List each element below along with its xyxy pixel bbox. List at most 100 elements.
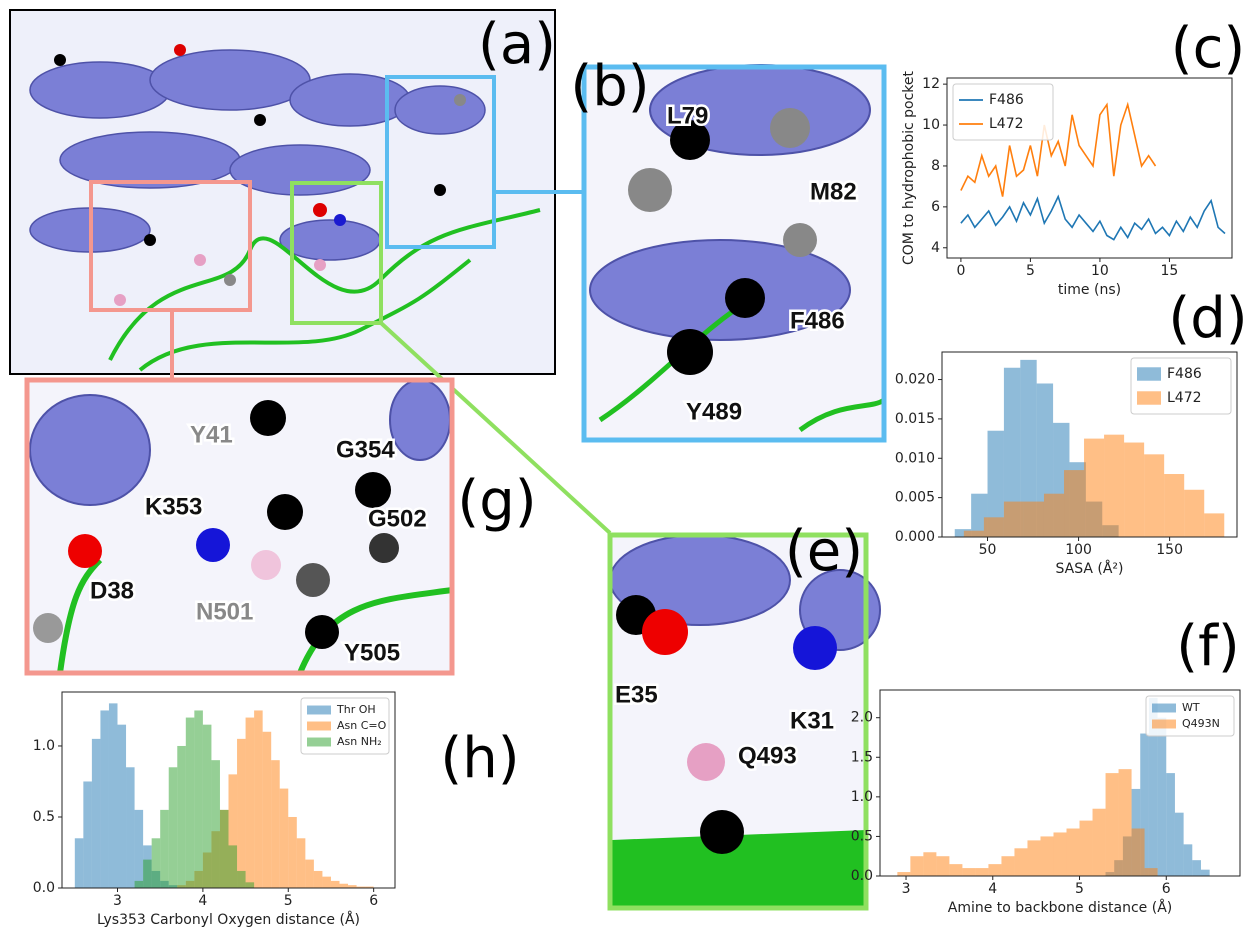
histogram-bar (964, 531, 984, 537)
histogram-bar (975, 868, 988, 876)
histogram-bar (203, 725, 212, 888)
legend-swatch (307, 738, 331, 747)
x-tick-label: 5 (1075, 881, 1084, 897)
y-tick-label: 0.020 (895, 372, 935, 388)
histogram-bar (1004, 502, 1024, 537)
histogram-bar (936, 856, 949, 876)
histogram-bar (135, 810, 144, 888)
histogram-bar (263, 732, 272, 888)
histogram-bar (1084, 439, 1104, 537)
histogram-bar (314, 871, 323, 888)
histogram-bar (92, 739, 101, 888)
histogram-bar (177, 746, 186, 888)
residue-label: E35 (615, 681, 658, 708)
residue-label: G502 (368, 505, 427, 532)
histogram-bar (1106, 773, 1119, 876)
panel-label: (g) (457, 469, 536, 534)
legend-swatch (1137, 367, 1161, 380)
residue-label: K31 (790, 707, 834, 734)
histogram-bar (135, 881, 144, 888)
residue-label: F486 (790, 307, 845, 334)
histogram-bar (1204, 513, 1224, 537)
legend-label: Asn C=O (337, 719, 387, 732)
y-tick-label: 10 (922, 117, 940, 133)
histogram-bar (75, 838, 84, 888)
panel-e: (e) E35 K31 Q493 (610, 519, 880, 908)
histogram-bar (322, 877, 331, 888)
residue-label: N501 (196, 598, 253, 625)
histogram-bar (340, 884, 349, 888)
histogram-bar (169, 767, 178, 888)
x-tick-label: 3 (902, 881, 911, 897)
y-tick-label: 6 (931, 199, 940, 215)
histogram-bar (1175, 813, 1184, 876)
x-tick-label: 5 (1026, 263, 1035, 279)
y-tick-label: 0.005 (895, 490, 935, 506)
y-tick-label: 0.0 (851, 868, 873, 884)
histogram-bar (1001, 856, 1014, 876)
histogram-bar (331, 881, 340, 888)
histogram-bar (100, 710, 109, 888)
histogram-bar (1027, 840, 1040, 876)
y-tick-label: 1.0 (33, 738, 55, 754)
y-tick-label: 12 (922, 76, 940, 92)
legend-label: Thr OH (336, 703, 376, 716)
histogram-bar (923, 852, 936, 876)
histogram-bar (160, 810, 169, 888)
panel-label: (h) (440, 726, 519, 791)
histogram-bar (271, 760, 280, 888)
histogram-bar (1164, 474, 1184, 537)
residue-label: Y489 (686, 398, 742, 425)
histogram-bar (246, 718, 255, 888)
residue-label: K353 (145, 493, 202, 520)
x-tick-label: 100 (1065, 542, 1092, 558)
residue-label: Y505 (344, 639, 400, 666)
chart: 501001500.0000.0050.0100.0150.020SASA (Å… (895, 352, 1237, 577)
histogram-bar (1053, 832, 1066, 876)
y-tick-label: 2.0 (851, 710, 873, 726)
residue-label: Q493 (738, 742, 797, 769)
histogram-bar (1201, 870, 1210, 876)
line-series (961, 197, 1225, 240)
x-tick-label: 0 (956, 263, 965, 279)
x-tick-label: 150 (1156, 542, 1183, 558)
legend-swatch (1152, 704, 1176, 713)
histogram-bar (1124, 443, 1144, 537)
histogram-bar (194, 710, 203, 888)
legend-label: WT (1182, 701, 1200, 714)
histogram-bar (1119, 769, 1132, 876)
x-axis-label: time (ns) (1058, 282, 1121, 298)
y-tick-label: 4 (931, 240, 940, 256)
histogram-bar (1184, 844, 1193, 876)
x-tick-label: 10 (1091, 263, 1109, 279)
x-tick-label: 4 (988, 881, 997, 897)
histogram-bar (1144, 454, 1164, 537)
histogram-bar (211, 760, 220, 888)
histogram-bar (143, 860, 152, 888)
histogram-bar (109, 703, 118, 888)
histogram-bar (1040, 836, 1053, 876)
legend-swatch (307, 722, 331, 731)
y-axis-label: COM to hydrophobic pocket (901, 70, 917, 265)
legend-swatch (1137, 391, 1161, 404)
residue-label: G354 (336, 436, 395, 463)
histogram-bar (1080, 821, 1093, 876)
histogram-bar (1093, 809, 1106, 876)
histogram-bar (910, 856, 923, 876)
histogram-bar (229, 845, 238, 888)
x-axis-label: Lys353 Carbonyl Oxygen distance (Å) (97, 911, 360, 928)
histogram-bar (297, 838, 306, 888)
x-tick-label: 4 (198, 893, 207, 909)
y-tick-label: 0.010 (895, 450, 935, 466)
histogram-bar (254, 710, 263, 888)
y-tick-label: 0.000 (895, 529, 935, 545)
histogram-bar (1158, 718, 1167, 876)
legend-label: F486 (1167, 366, 1202, 382)
x-tick-label: 50 (979, 542, 997, 558)
histogram-bar (288, 817, 297, 888)
y-tick-label: 0.5 (851, 828, 873, 844)
histogram-bar (305, 860, 314, 888)
y-tick-label: 1.5 (851, 749, 873, 765)
panel-label: (d) (1168, 286, 1244, 351)
